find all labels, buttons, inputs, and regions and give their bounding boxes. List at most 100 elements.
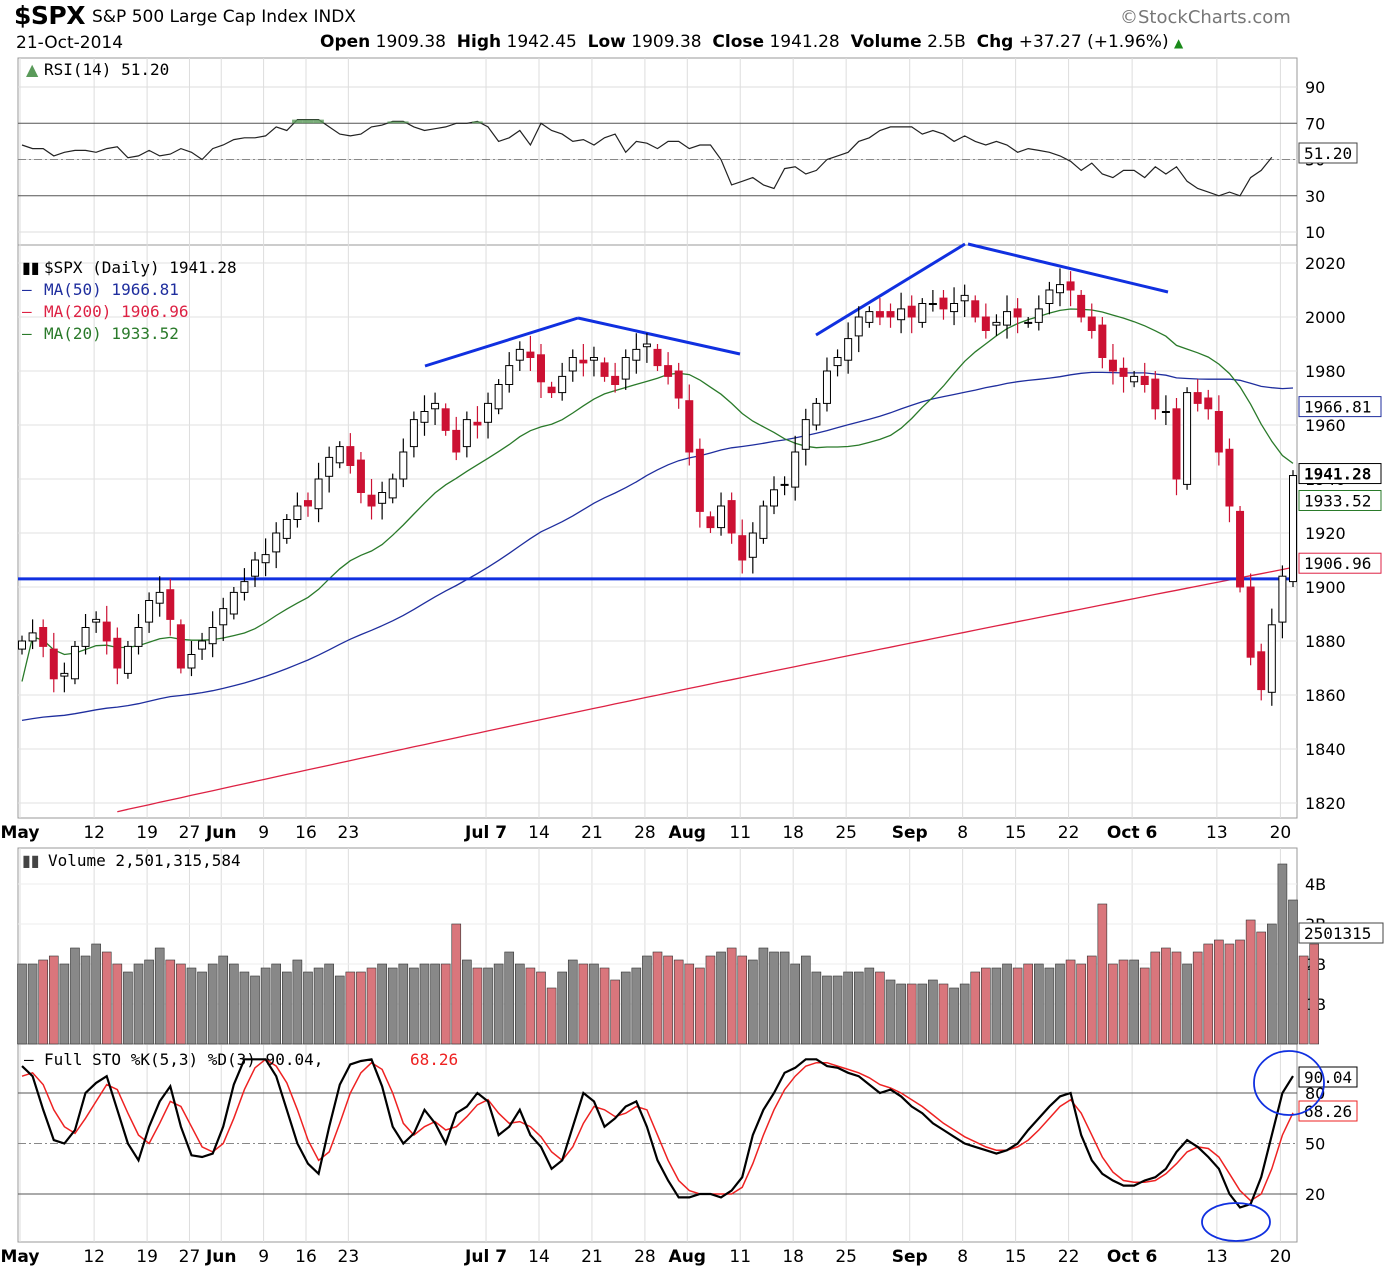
- volume-bar: [1065, 959, 1076, 1045]
- volume-bar: [1309, 943, 1319, 1045]
- volume-bar: [726, 947, 737, 1045]
- trend-line: [577, 316, 741, 356]
- price-tick-label: 1900: [1305, 578, 1346, 597]
- volume-bar: [186, 967, 197, 1045]
- rsi-overbought-fill: [398, 121, 409, 124]
- candle-body: [928, 303, 937, 305]
- candle-body: [303, 500, 312, 507]
- low-value: 1909.38: [631, 32, 702, 52]
- volume-bar: [832, 975, 843, 1045]
- candle-body: [950, 303, 959, 313]
- volume-bar: [419, 963, 430, 1045]
- candle-body: [219, 608, 228, 626]
- volume-bar: [1150, 951, 1161, 1045]
- volume-bar: [1224, 943, 1235, 1045]
- price-tick-label: 1920: [1305, 524, 1346, 543]
- rsi-tick-label: 70: [1305, 114, 1325, 133]
- volume-bar: [112, 963, 123, 1045]
- volume-bar: [239, 971, 250, 1045]
- candle-body: [70, 645, 79, 680]
- volume-bar: [536, 971, 546, 1045]
- candle-body: [1045, 289, 1054, 304]
- volume-bar: [748, 959, 758, 1045]
- volume-bar: [451, 923, 462, 1045]
- x-tick-label-lower: 21: [581, 1247, 603, 1267]
- candle-body: [1003, 311, 1012, 326]
- volume-bar: [790, 963, 800, 1045]
- oversold-circle: [1201, 1202, 1271, 1242]
- up-arrow-icon: ▲: [1174, 36, 1184, 50]
- x-tick-label-lower: Jul 7: [464, 1247, 507, 1267]
- ohlc-summary: Open 1909.38 High 1942.45 Low 1909.38 Cl…: [320, 32, 1183, 52]
- volume-bar: [59, 963, 70, 1045]
- price-tick-label: 1840: [1305, 740, 1346, 759]
- candle-body: [409, 419, 418, 448]
- volume-bar: [1097, 903, 1108, 1045]
- candle-body: [632, 348, 641, 361]
- volume-bar: [101, 951, 112, 1045]
- candle-body: [1034, 308, 1043, 323]
- x-tick-label: Aug: [669, 823, 706, 843]
- rsi-last-value: 51.20: [1304, 144, 1352, 163]
- rsi-overbought-fill: [292, 119, 303, 124]
- volume-bar: [875, 971, 885, 1045]
- candle-body: [611, 375, 620, 385]
- candle-body: [1013, 308, 1022, 318]
- price-tick-label: 1960: [1305, 416, 1346, 435]
- chart-date: 21-Oct-2014: [16, 33, 124, 53]
- candle-body: [1289, 475, 1297, 583]
- high-value: 1942.45: [506, 32, 577, 52]
- x-tick-label-lower: 9: [258, 1247, 269, 1267]
- volume-bar: [970, 971, 981, 1045]
- candle-body: [176, 624, 185, 669]
- rsi-last-box: [1298, 142, 1358, 164]
- volume-bar: [1055, 963, 1065, 1045]
- volume-bar: [123, 971, 133, 1045]
- candle-body: [1055, 284, 1064, 294]
- volume-bar: [1002, 963, 1012, 1045]
- candle-body: [272, 532, 281, 553]
- volume-bar: [260, 967, 271, 1045]
- candle-body: [886, 311, 895, 318]
- volume-title: Volume 2,501,315,584: [48, 851, 241, 870]
- ma200-legend-swatch: —: [22, 302, 32, 321]
- volume-bar: [313, 967, 324, 1045]
- candle-body: [759, 505, 768, 539]
- volume-bar: [853, 971, 864, 1045]
- candle-body: [822, 370, 831, 404]
- close-label: Close: [712, 32, 765, 52]
- volume-bar: [928, 979, 938, 1045]
- volume-bar: [48, 955, 59, 1045]
- volume-bar: [959, 983, 970, 1045]
- candle-body: [49, 648, 58, 680]
- copyright[interactable]: ©StockCharts.com: [1120, 7, 1291, 28]
- volume-bar: [631, 967, 642, 1045]
- trend-line: [424, 316, 579, 368]
- volume-bar: [250, 975, 260, 1045]
- candle-body: [844, 338, 853, 361]
- candle-body: [1236, 510, 1245, 588]
- candle-body: [589, 357, 598, 361]
- candle-body: [918, 303, 927, 323]
- candle-body: [505, 365, 514, 386]
- x-tick-label-lower: Aug: [669, 1247, 706, 1267]
- candle-body: [251, 559, 260, 577]
- volume-bar: [176, 963, 186, 1045]
- candle-body: [1119, 367, 1128, 377]
- x-tick-label-lower: Oct 6: [1107, 1247, 1157, 1267]
- candle-body: [738, 535, 747, 561]
- volume-bar: [705, 955, 716, 1045]
- volume-bar: [334, 975, 345, 1045]
- open-label: Open: [320, 32, 371, 52]
- candle-body: [102, 621, 111, 642]
- open-value: 1909.38: [375, 32, 446, 52]
- volume-bar: [578, 963, 589, 1045]
- sto-d-value: 68.26: [1304, 1102, 1352, 1121]
- volume-bar: [430, 963, 440, 1045]
- candle-body: [1066, 281, 1075, 291]
- rsi-tick-label: 10: [1305, 223, 1325, 242]
- volume-bar: [1129, 959, 1139, 1045]
- candle-body: [123, 645, 132, 674]
- candle-body: [1130, 375, 1139, 383]
- volume-bar: [1118, 959, 1129, 1045]
